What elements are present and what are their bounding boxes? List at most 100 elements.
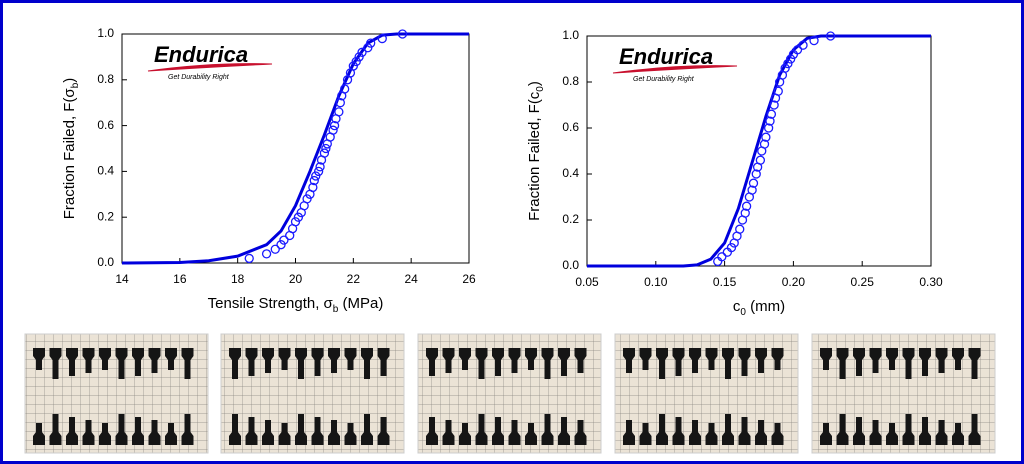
specimen [132, 417, 144, 445]
specimen [935, 420, 948, 445]
specimen [361, 348, 373, 379]
specimen [755, 420, 767, 445]
specimen [902, 348, 915, 379]
specimen-photo [24, 333, 209, 454]
data-point [357, 47, 367, 57]
data-point [315, 162, 325, 172]
logo-tagline: Get Durability Right [633, 76, 695, 83]
specimen [99, 348, 111, 370]
data-point [763, 123, 774, 133]
specimen [689, 348, 701, 373]
data-point [397, 29, 408, 39]
specimen [311, 417, 324, 445]
x-tick-label: 0.20 [782, 275, 806, 289]
specimen-photo [417, 333, 602, 454]
specimen [869, 420, 882, 445]
specimen [475, 348, 488, 379]
specimen [558, 348, 570, 376]
specimen [344, 348, 357, 370]
label-part: Tensile Strength, σ [208, 295, 334, 312]
specimen [738, 348, 751, 376]
data-point [334, 107, 344, 117]
specimen [262, 348, 274, 373]
specimen [344, 423, 357, 445]
specimen [836, 414, 849, 445]
data-point [328, 125, 338, 135]
data-point [290, 217, 301, 227]
logo: Endurica Get Durability Right [612, 44, 738, 83]
data-point [747, 185, 757, 195]
specimen [492, 417, 504, 445]
data-point [825, 31, 836, 41]
data-point [755, 155, 766, 165]
data-point [261, 249, 272, 259]
specimen [919, 348, 931, 376]
data-point [735, 224, 745, 234]
specimen [115, 348, 128, 379]
logo-name: Endurica [619, 44, 713, 69]
specimen [328, 348, 340, 373]
y-tick-label: 0.8 [562, 74, 579, 88]
specimen [853, 348, 865, 376]
specimen [426, 417, 438, 445]
specimen [475, 414, 488, 445]
specimen [361, 414, 373, 445]
specimen [836, 348, 849, 379]
label-part: b [333, 304, 339, 315]
y-tick-label: 0.2 [97, 209, 114, 223]
data-point [279, 235, 289, 245]
data-point [321, 143, 331, 154]
specimen [426, 348, 438, 376]
specimen [328, 420, 340, 445]
specimen [181, 414, 194, 445]
data-point [741, 201, 752, 211]
label-part: 0 [740, 307, 746, 318]
specimen-photo [220, 333, 405, 454]
data-point [717, 252, 727, 262]
label-part: Fraction Failed, F(c [526, 91, 543, 221]
y-tick-label: 0.6 [97, 118, 114, 132]
specimen [245, 348, 258, 376]
y-tick-label: 1.0 [97, 26, 114, 40]
fit-line [587, 34, 931, 268]
specimen [672, 348, 685, 376]
specimen [82, 348, 95, 373]
specimen [508, 348, 521, 373]
y-tick-label: 0.0 [562, 258, 579, 272]
specimen [49, 414, 62, 445]
data-point [751, 169, 761, 179]
label-part: (mm) [746, 298, 785, 315]
y-axis-label: Fraction Failed, F(c0) [526, 81, 546, 221]
data-point [354, 52, 364, 62]
y-tick-label: 0.8 [97, 72, 114, 86]
specimen [820, 423, 832, 445]
label-part: c [733, 298, 741, 315]
data-point [363, 43, 373, 53]
specimen [525, 348, 537, 370]
data-point [311, 171, 321, 181]
data-point [302, 194, 312, 204]
specimen [278, 348, 291, 370]
specimen [574, 348, 587, 373]
specimen [459, 348, 471, 370]
data-point [761, 132, 771, 142]
plot-frame [586, 35, 932, 267]
specimen [672, 417, 685, 445]
specimen [656, 414, 668, 445]
label-part: Fraction Failed, F(σ [61, 88, 78, 220]
data-point [319, 148, 330, 158]
data-point [244, 253, 254, 264]
specimen [902, 414, 915, 445]
data-point [759, 139, 770, 149]
specimen [853, 417, 865, 445]
specimen [377, 417, 390, 445]
data-point [366, 38, 376, 48]
specimen [165, 423, 177, 445]
x-tick-label: 0.10 [644, 275, 668, 289]
y-tick-label: 0.4 [97, 164, 114, 178]
specimen [722, 348, 734, 379]
specimen [229, 414, 241, 445]
specimen [165, 348, 177, 370]
logo-swoosh [147, 63, 273, 72]
specimen [99, 423, 111, 445]
